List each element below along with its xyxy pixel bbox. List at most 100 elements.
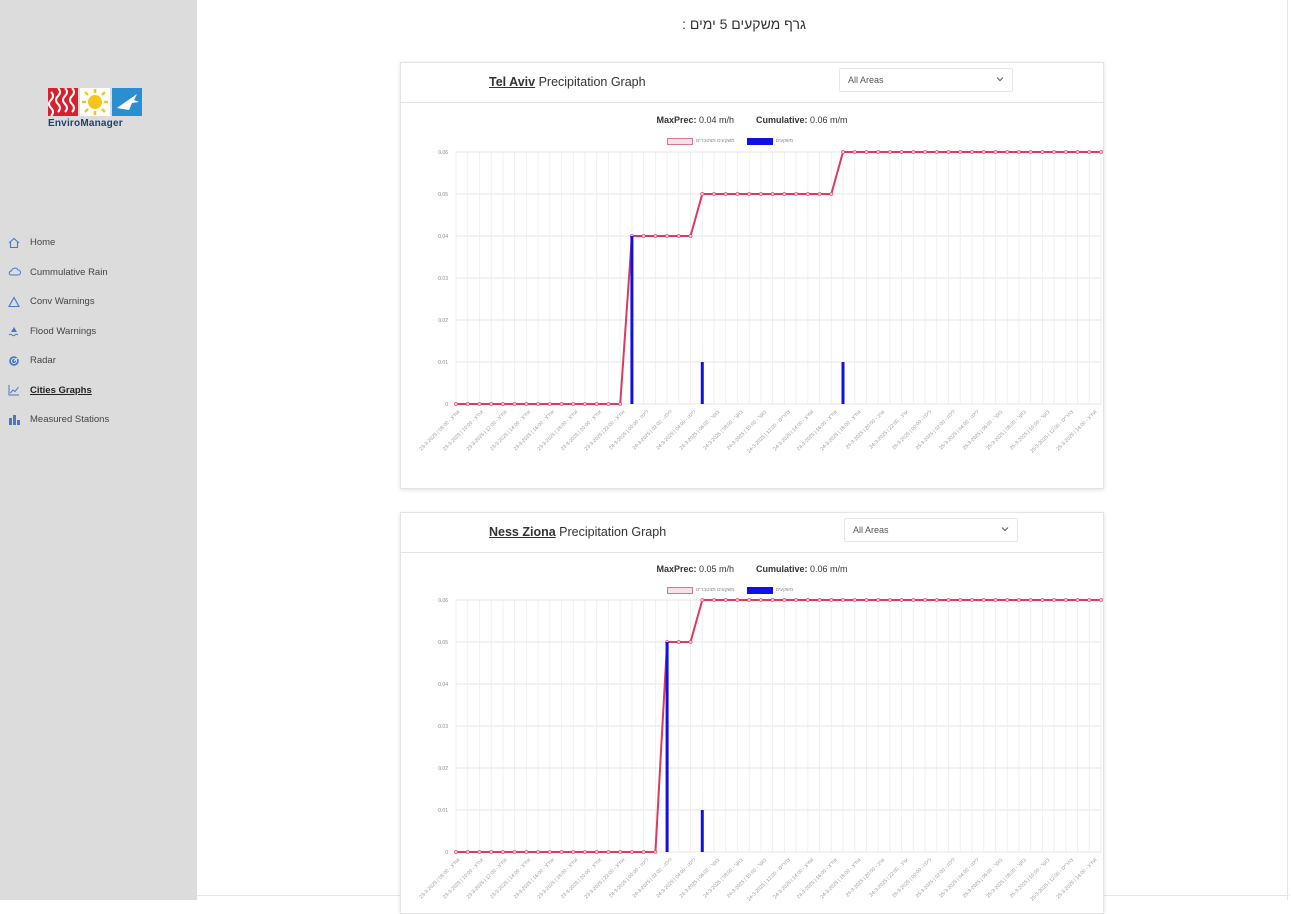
x-tick-label: 25-3-2025 | 04:00 - לילה: [938, 408, 981, 451]
y-tick-label: 0.02: [438, 318, 448, 324]
x-tick-label: 25-3-2025 | 02:00 - לילה: [914, 856, 957, 899]
cumulative-label: Cumulative:: [756, 115, 808, 125]
data-point-cumulative: [888, 150, 892, 154]
cloud-icon: [7, 265, 21, 279]
area-select-value: All Areas: [853, 525, 889, 535]
x-tick-label: 24-3-2025 | 04:00 - לילה: [655, 408, 698, 451]
x-tick-label: 24-3-2025 | 18:00 - אח"צ: [820, 409, 864, 453]
data-point-cumulative: [1063, 150, 1068, 154]
data-point-cumulative: [665, 234, 669, 238]
cumulative-value: 0.06 m/m: [807, 115, 848, 125]
y-tick-label: 0.01: [438, 360, 448, 366]
data-point-cumulative: [1087, 598, 1092, 602]
page-right-border: [1287, 0, 1288, 900]
legend-label-cumulative: משקעים מצטברים: [696, 138, 735, 144]
data-point-cumulative: [489, 402, 494, 406]
card-title-suffix: Precipitation Graph: [555, 525, 667, 539]
legend-swatch-cumulative[interactable]: [667, 586, 693, 594]
data-point-cumulative: [841, 150, 845, 154]
data-point-cumulative: [524, 402, 529, 406]
data-point-cumulative: [536, 850, 540, 854]
data-point-cumulative: [805, 598, 810, 602]
data-point-cumulative: [958, 150, 963, 154]
data-point-cumulative: [1017, 150, 1021, 154]
legend-label-cumulative: משקעים מצטברים: [696, 587, 735, 593]
y-tick-label: 0.04: [438, 234, 448, 240]
legend-swatch-cumulative[interactable]: [667, 137, 693, 145]
x-tick-label: 24-3-2025 | 10:00 - בוקר: [726, 857, 768, 899]
x-tick-label: 23-3-2025 | 22:00 - אח"צ: [584, 409, 628, 453]
y-tick-label: 0: [445, 402, 448, 408]
x-tick-label: 23-3-2025 | 12:00 - אח"צ: [466, 857, 510, 901]
stats-line: MaxPrec: 0.04 m/h Cumulative: 0.06 m/m: [401, 115, 1103, 125]
sidebar-item-label: Cities Graphs: [30, 384, 92, 396]
sidebar-item-measured-stations[interactable]: Measured Stations: [0, 405, 197, 435]
sidebar-item-radar[interactable]: Radar: [0, 346, 197, 376]
city-name[interactable]: Ness Ziona: [489, 525, 556, 539]
x-tick-label: 23-3-2025 | 18:00 - אח"צ: [536, 857, 580, 901]
x-tick-label: 25-3-2025 | 10:00 - בוקר: [1009, 409, 1051, 451]
data-point-cumulative: [958, 598, 963, 602]
data-point-cumulative: [547, 850, 552, 854]
legend-swatch-rain[interactable]: [746, 137, 773, 145]
y-tick-label: 0.03: [438, 276, 448, 282]
data-point-cumulative: [512, 402, 517, 406]
sidebar-item-cummulative-rain[interactable]: Cummulative Rain: [0, 258, 197, 288]
data-point-cumulative: [489, 850, 494, 854]
bar-rain: [700, 362, 704, 404]
sidebar-item-label: Cummulative Rain: [30, 266, 108, 278]
y-tick-label: 0.05: [438, 640, 448, 646]
logo-plane-icon: [112, 88, 142, 116]
chevron-down-icon: [996, 75, 1004, 85]
sidebar-item-conv-warnings[interactable]: Conv Warnings: [0, 287, 197, 317]
x-tick-label: 24-3-2025 | 06:00 - בוקר: [679, 857, 721, 899]
chevron-down-icon: [1001, 525, 1009, 535]
data-point-cumulative: [700, 598, 705, 602]
x-tick-label: 24-3-2025 | 08:00 - בוקר: [702, 857, 744, 899]
sidebar-item-flood-warnings[interactable]: Flood Warnings: [0, 317, 197, 347]
data-point-cumulative: [454, 402, 458, 406]
area-select[interactable]: All Areas: [844, 518, 1018, 542]
data-point-cumulative: [934, 598, 939, 602]
data-point-cumulative: [899, 150, 904, 154]
series-line-cumulative: [456, 151, 1101, 405]
data-point-cumulative: [841, 598, 845, 602]
data-point-cumulative: [911, 150, 916, 154]
legend-swatch-rain[interactable]: [746, 586, 773, 594]
sidebar-nav: Home Cummulative Rain Conv Warnings Floo…: [0, 228, 197, 435]
data-point-cumulative: [970, 150, 974, 154]
x-tick-label: 24-3-2025 | 00:00 - לילה: [607, 856, 650, 899]
sidebar-item-label: Flood Warnings: [30, 325, 97, 337]
city-name[interactable]: Tel Aviv: [489, 75, 536, 89]
sidebar-item-label: Measured Stations: [30, 414, 110, 426]
sidebar-item-home[interactable]: Home: [0, 228, 197, 258]
logo-text: EnviroManager: [48, 118, 123, 129]
area-select[interactable]: All Areas: [839, 68, 1013, 92]
data-point-cumulative: [559, 850, 564, 854]
card-title: Tel Aviv Precipitation Graph: [489, 75, 646, 89]
data-point-cumulative: [1040, 150, 1045, 154]
data-point-cumulative: [712, 598, 716, 602]
x-tick-label: 23-3-2025 | 14:00 - אח"צ: [489, 857, 533, 901]
data-point-cumulative: [571, 402, 576, 406]
precipitation-card-tel-aviv: Tel Aviv Precipitation Graph All Areas M…: [400, 62, 1104, 489]
data-point-cumulative: [934, 150, 939, 154]
data-point-cumulative: [1087, 150, 1092, 154]
legend-label-rain: משקעים: [775, 138, 794, 144]
x-tick-label: 25-3-2025 | 12:00 - צהריים: [1029, 409, 1075, 455]
data-point-cumulative: [688, 234, 693, 238]
series-line-cumulative: [456, 599, 1101, 853]
data-point-cumulative: [782, 192, 787, 196]
data-point-cumulative: [993, 598, 998, 602]
data-point-cumulative: [876, 598, 881, 602]
chart-legend: משקעים מצטברים משקעים: [667, 136, 805, 146]
data-point-cumulative: [1075, 150, 1080, 154]
data-point-cumulative: [1063, 598, 1068, 602]
enviromanager-logo[interactable]: EnviroManager: [48, 87, 148, 138]
x-tick-label: 24-3-2025 | 14:00 - אח"צ: [772, 409, 816, 453]
data-point-cumulative: [923, 598, 927, 602]
data-point-cumulative: [501, 402, 505, 406]
sidebar-item-cities-graphs[interactable]: Cities Graphs: [0, 376, 197, 406]
x-tick-label: 24-3-2025 | 16:00 - אח"צ: [796, 409, 840, 453]
y-tick-label: 0.02: [438, 766, 448, 772]
